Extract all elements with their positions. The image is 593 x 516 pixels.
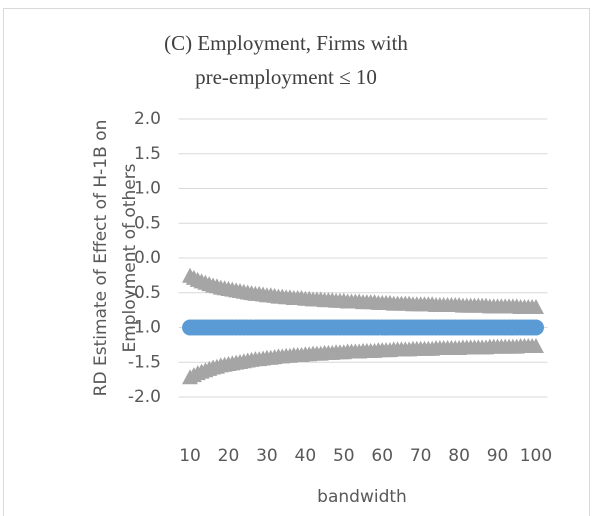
- y-tick-label: 0.0: [134, 248, 161, 268]
- x-tick-label: 40: [295, 446, 317, 466]
- x-tick-label: 100: [520, 446, 552, 466]
- y-axis-title: Employment of others: [120, 163, 140, 352]
- chart-frame: [3, 8, 590, 516]
- x-tick-label: 90: [487, 446, 509, 466]
- x-tick-label: 70: [410, 446, 432, 466]
- y-tick-label: 2.0: [134, 109, 161, 129]
- chart-title: pre-employment ≤ 10: [195, 65, 377, 89]
- y-tick-label: -0.5: [128, 283, 161, 303]
- x-axis-title: bandwidth: [317, 487, 407, 507]
- triangle-marker: [527, 337, 544, 353]
- y-tick-label: -1.5: [128, 352, 161, 372]
- y-tick-label: 1.0: [134, 179, 161, 199]
- y-tick-label: 1.5: [134, 144, 161, 164]
- y-axis-title: RD Estimate of Effect of H-1B on: [91, 120, 111, 397]
- circle-marker: [527, 319, 544, 336]
- x-tick-label: 30: [256, 446, 278, 466]
- y-tick-label: -1.0: [128, 318, 161, 338]
- x-tick-label: 60: [371, 446, 393, 466]
- x-tick-label: 10: [179, 446, 201, 466]
- x-tick-label: 80: [448, 446, 470, 466]
- chart-title: (C) Employment, Firms with: [164, 31, 408, 55]
- x-tick-label: 20: [218, 446, 240, 466]
- y-tick-label: 0.5: [134, 213, 161, 233]
- y-tick-label: -2.0: [128, 387, 161, 407]
- x-tick-label: 50: [333, 446, 355, 466]
- triangle-marker: [527, 299, 544, 315]
